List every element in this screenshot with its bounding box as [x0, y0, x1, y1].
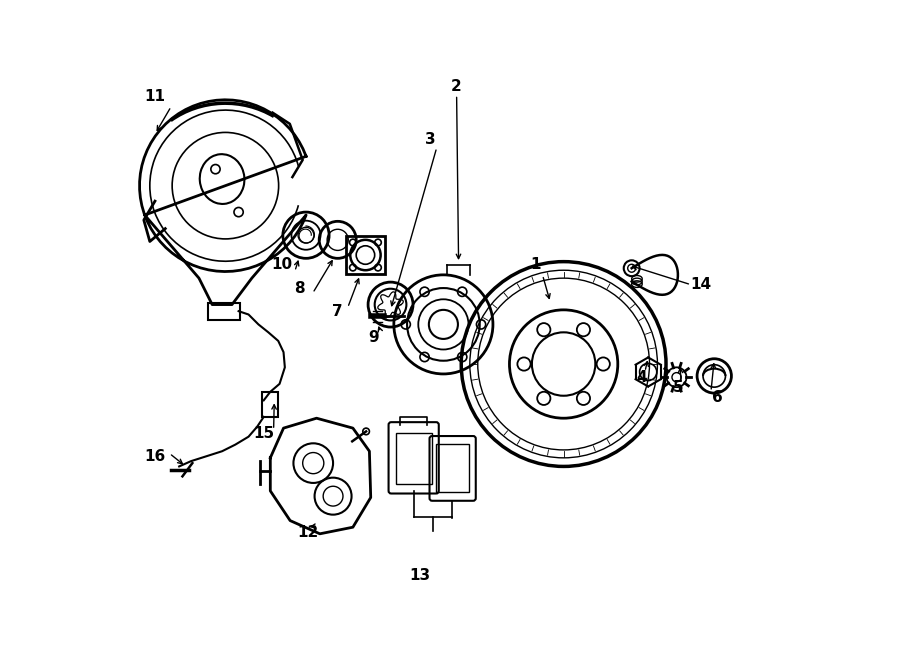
Circle shape [537, 323, 551, 336]
Text: 4: 4 [636, 370, 647, 385]
Circle shape [537, 392, 551, 405]
Circle shape [597, 357, 610, 371]
Text: 11: 11 [144, 89, 166, 104]
Text: 3: 3 [425, 132, 436, 147]
Circle shape [577, 392, 590, 405]
Text: 2: 2 [451, 79, 462, 94]
Text: 12: 12 [297, 525, 319, 540]
Circle shape [577, 323, 590, 336]
Bar [346, 236, 384, 274]
Text: 9: 9 [369, 330, 379, 345]
Text: 15: 15 [253, 426, 274, 441]
Text: 6: 6 [712, 389, 723, 404]
Text: 14: 14 [690, 277, 712, 292]
Circle shape [518, 357, 531, 371]
Text: 16: 16 [144, 449, 166, 464]
Text: 8: 8 [294, 281, 305, 295]
Text: 5: 5 [672, 379, 683, 395]
Text: 13: 13 [410, 568, 431, 583]
Bar [436, 444, 469, 491]
Text: 7: 7 [332, 304, 343, 318]
Text: 1: 1 [531, 258, 541, 273]
Bar [396, 433, 431, 485]
Text: 10: 10 [271, 258, 292, 273]
